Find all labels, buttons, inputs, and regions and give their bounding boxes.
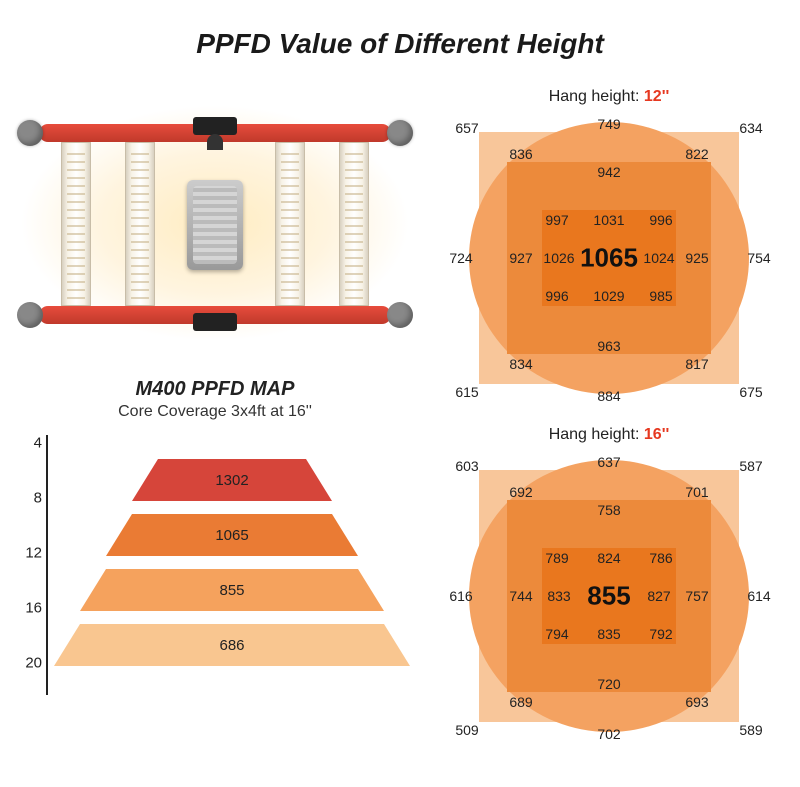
ppfd-value: 744 bbox=[509, 588, 532, 604]
ppfd-map-subtitle: Core Coverage 3x4ft at 16'' bbox=[0, 403, 430, 421]
ppfd-value: 675 bbox=[739, 384, 762, 400]
heatmap-grid: 603 587 509 589 637 616 614 702 692 701 689 693 758 7… bbox=[449, 452, 769, 742]
ladder-value: 855 bbox=[80, 569, 384, 611]
ppfd-value: 749 bbox=[597, 116, 620, 132]
clip-icon bbox=[193, 313, 237, 331]
ppfd-value: 927 bbox=[509, 250, 532, 266]
ppfd-center-value: 855 bbox=[587, 581, 630, 612]
ppfd-value: 963 bbox=[597, 338, 620, 354]
ppfd-value: 754 bbox=[747, 250, 770, 266]
ppfd-value: 616 bbox=[449, 588, 472, 604]
ppfd-value: 985 bbox=[649, 288, 672, 304]
endcap-icon bbox=[387, 120, 413, 146]
ppfd-value: 827 bbox=[647, 588, 670, 604]
ladder-row: 1065 bbox=[48, 514, 416, 556]
ppfd-value: 689 bbox=[509, 694, 532, 710]
ppfd-value: 1031 bbox=[593, 212, 624, 228]
ladder-value: 1065 bbox=[106, 514, 358, 556]
ppfd-value: 1024 bbox=[643, 250, 674, 266]
ppfd-value: 817 bbox=[685, 356, 708, 372]
ppfd-heatmap: Hang height: 12'' 657 634 615 675 749 724 754 8… bbox=[430, 88, 788, 418]
ladder-row: 686 bbox=[48, 624, 416, 666]
ppfd-value: 996 bbox=[649, 212, 672, 228]
ppfd-value: 942 bbox=[597, 164, 620, 180]
ppfd-value: 693 bbox=[685, 694, 708, 710]
ppfd-value: 701 bbox=[685, 484, 708, 500]
led-bar bbox=[125, 142, 155, 306]
led-bar bbox=[61, 142, 91, 306]
ppfd-value: 794 bbox=[545, 626, 568, 642]
endcap-icon bbox=[387, 302, 413, 328]
ppfd-ladder-chart: 4 8 12 16 20 1302 1065 855 686 bbox=[8, 435, 422, 695]
ppfd-value: 702 bbox=[597, 726, 620, 742]
ppfd-value: 824 bbox=[597, 550, 620, 566]
right-column: Hang height: 12'' 657 634 615 675 749 724 754 8… bbox=[430, 88, 788, 756]
ppfd-center-value: 1065 bbox=[580, 243, 638, 274]
ppfd-value: 657 bbox=[455, 120, 478, 136]
ladder-row: 855 bbox=[48, 569, 416, 611]
ppfd-value: 834 bbox=[509, 356, 532, 372]
grow-light-fixture bbox=[25, 120, 405, 330]
ppfd-value: 587 bbox=[739, 458, 762, 474]
ladder-value: 686 bbox=[54, 624, 410, 666]
page-title: PPFD Value of Different Height bbox=[0, 0, 800, 60]
ladder-tick: 12 bbox=[8, 545, 42, 562]
ppfd-value: 720 bbox=[597, 676, 620, 692]
ladder-tick: 8 bbox=[8, 490, 42, 507]
led-bar bbox=[275, 142, 305, 306]
ppfd-value: 836 bbox=[509, 146, 532, 162]
hang-height-label: Hang height: 12'' bbox=[430, 88, 788, 106]
ppfd-value: 589 bbox=[739, 722, 762, 738]
hang-height-label: Hang height: 16'' bbox=[430, 426, 788, 444]
ppfd-heatmap: Hang height: 16'' 603 587 509 589 637 616 614 7… bbox=[430, 426, 788, 756]
ppfd-value: 603 bbox=[455, 458, 478, 474]
ppfd-value: 833 bbox=[547, 588, 570, 604]
ppfd-value: 614 bbox=[747, 588, 770, 604]
ppfd-value: 1026 bbox=[543, 250, 574, 266]
ppfd-value: 822 bbox=[685, 146, 708, 162]
product-illustration bbox=[0, 95, 430, 380]
ppfd-value: 997 bbox=[545, 212, 568, 228]
hanger-icon bbox=[207, 134, 223, 150]
ladder-tick: 20 bbox=[8, 655, 42, 672]
ppfd-value: 789 bbox=[545, 550, 568, 566]
led-driver-icon bbox=[187, 180, 243, 270]
heatmap-grid: 657 634 615 675 749 724 754 884 836 822 834 817 942 9… bbox=[449, 114, 769, 404]
endcap-icon bbox=[17, 302, 43, 328]
ppfd-value: 835 bbox=[597, 626, 620, 642]
ppfd-value: 724 bbox=[449, 250, 472, 266]
ppfd-value: 509 bbox=[455, 722, 478, 738]
ladder-tick: 16 bbox=[8, 600, 42, 617]
ppfd-value: 692 bbox=[509, 484, 532, 500]
ppfd-value: 757 bbox=[685, 588, 708, 604]
led-bar bbox=[339, 142, 369, 306]
ladder-value: 1302 bbox=[132, 459, 332, 501]
ppfd-value: 996 bbox=[545, 288, 568, 304]
ppfd-value: 637 bbox=[597, 454, 620, 470]
ppfd-map-title: M400 PPFD MAP bbox=[0, 378, 430, 401]
ppfd-value: 884 bbox=[597, 388, 620, 404]
ladder-row: 1302 bbox=[48, 459, 416, 501]
ppfd-value: 615 bbox=[455, 384, 478, 400]
clip-icon bbox=[193, 117, 237, 135]
left-column: M400 PPFD MAP Core Coverage 3x4ft at 16'… bbox=[0, 95, 430, 765]
ppfd-value: 1029 bbox=[593, 288, 624, 304]
ppfd-value: 925 bbox=[685, 250, 708, 266]
ppfd-value: 758 bbox=[597, 502, 620, 518]
ppfd-value: 786 bbox=[649, 550, 672, 566]
ladder-tick: 4 bbox=[8, 435, 42, 452]
ppfd-value: 634 bbox=[739, 120, 762, 136]
endcap-icon bbox=[17, 120, 43, 146]
ppfd-value: 792 bbox=[649, 626, 672, 642]
